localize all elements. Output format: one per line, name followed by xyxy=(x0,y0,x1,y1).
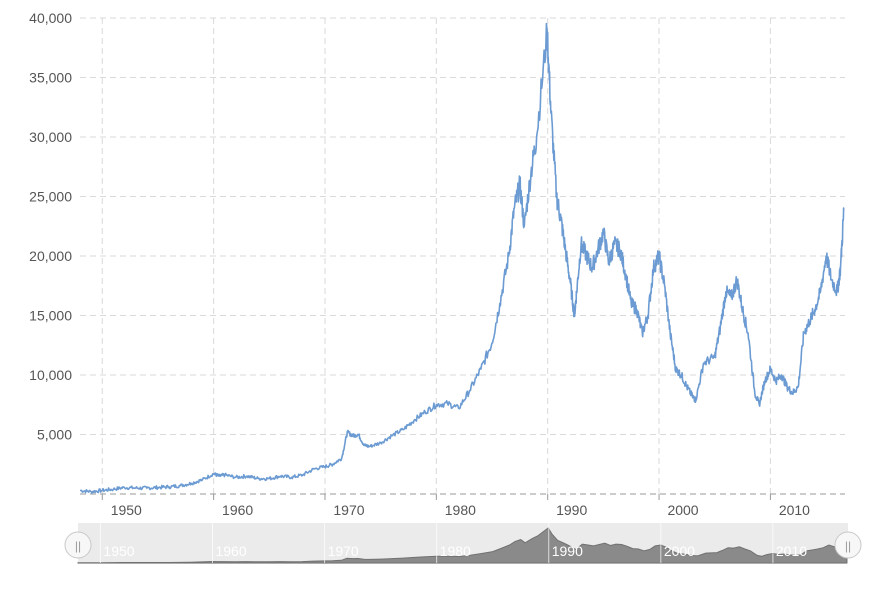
navigator-mask xyxy=(78,523,848,563)
x-tick-label: 1970 xyxy=(333,502,364,518)
navigator-tick-label: 2010 xyxy=(776,543,807,559)
y-tick-label: 40,000 xyxy=(29,10,72,26)
navigator-tick-label: 1990 xyxy=(552,543,583,559)
y-tick-label: 5,000 xyxy=(37,427,72,443)
x-tick-label: 1960 xyxy=(222,502,253,518)
navigator-tick-label: 2000 xyxy=(664,543,695,559)
x-tick-label: 1980 xyxy=(445,502,476,518)
navigator-series xyxy=(77,527,848,564)
y-tick-label: 10,000 xyxy=(29,367,72,383)
navigator-right-handle[interactable]: || xyxy=(834,531,862,559)
navigator[interactable]: 1950 1960 1970 1980 1990 2000 2010 || || xyxy=(64,523,862,564)
series-area xyxy=(79,22,845,494)
x-tick-label: 2010 xyxy=(779,502,810,518)
y-tick-label: 15,000 xyxy=(29,308,72,324)
series-line xyxy=(79,22,845,494)
navigator-left-handle[interactable]: || xyxy=(64,531,92,559)
handle-knob[interactable] xyxy=(64,531,92,559)
navigator-tick-label: 1970 xyxy=(328,543,359,559)
x-tick-label: 1950 xyxy=(111,502,142,518)
handle-knob[interactable] xyxy=(834,531,862,559)
x-tick-label: 1990 xyxy=(556,502,587,518)
navigator-tick-label: 1950 xyxy=(103,543,134,559)
y-tick-label: 25,000 xyxy=(29,189,72,205)
y-tick-label: 35,000 xyxy=(29,70,72,86)
navigator-tick-label: 1980 xyxy=(440,543,471,559)
axes: 5,000 10,000 15,000 20,000 25,000 30,000 35,00… xyxy=(29,10,845,518)
handle-grip-icon: || xyxy=(75,539,81,553)
x-tick-label: 2000 xyxy=(667,502,698,518)
y-tick-label: 20,000 xyxy=(29,248,72,264)
y-tick-label: 30,000 xyxy=(29,129,72,145)
navigator-tick-label: 1960 xyxy=(215,543,246,559)
grid xyxy=(80,17,845,494)
handle-grip-icon: || xyxy=(845,539,851,553)
